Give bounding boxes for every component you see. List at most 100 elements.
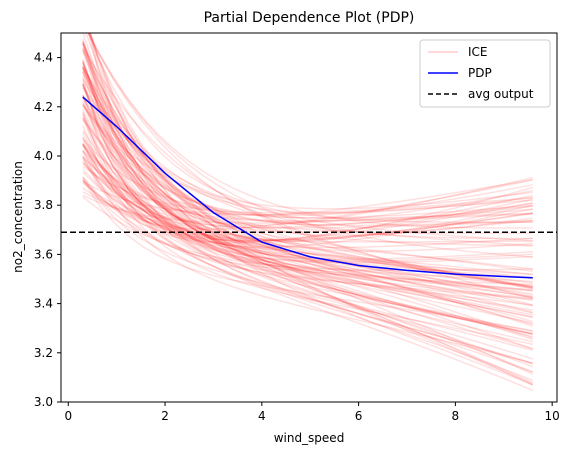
ice-curve — [82, 125, 533, 346]
ice-curve — [82, 132, 534, 392]
ice-curve — [82, 82, 533, 264]
ice-curve — [82, 187, 534, 323]
ice-curve — [82, 119, 533, 298]
y-tick-label: 4.4 — [34, 51, 53, 65]
ice-curve — [87, 33, 533, 229]
ice-curve — [82, 68, 533, 223]
ice-curve — [82, 43, 533, 352]
ice-curve — [82, 108, 533, 314]
ice-curve — [87, 33, 533, 292]
ice-curve — [82, 47, 533, 300]
ice-curve — [82, 49, 533, 343]
ice-curve — [87, 33, 533, 258]
ice-curve — [88, 33, 533, 261]
ice-curve — [82, 143, 533, 222]
ice-curve — [82, 179, 533, 332]
ice-curve — [82, 160, 533, 243]
ice-curve — [82, 176, 534, 360]
ice-curve — [82, 156, 533, 291]
ice-curve — [82, 104, 533, 210]
ice-curve — [82, 194, 533, 224]
y-tick-label: 3.4 — [34, 297, 53, 311]
ice-curve — [82, 158, 533, 229]
ice-curve — [89, 33, 533, 227]
ice-curve — [82, 155, 533, 244]
x-tick-label: 10 — [545, 409, 560, 423]
ice-curve — [82, 171, 533, 276]
ice-curve — [82, 83, 533, 272]
ice-curve — [82, 38, 533, 273]
ice-curve — [89, 33, 534, 386]
ice-curve — [82, 182, 534, 341]
ice-curve — [82, 137, 534, 368]
x-tick-label: 4 — [258, 409, 266, 423]
ice-curve — [82, 60, 533, 219]
ice-curve — [82, 61, 534, 350]
ice-curve — [82, 95, 533, 284]
ice-curve — [82, 177, 533, 292]
ice-curve — [82, 79, 533, 306]
ice-curve — [82, 136, 533, 229]
legend-box — [419, 39, 551, 108]
ice-curve — [82, 149, 533, 235]
ice-curve — [82, 117, 533, 242]
ice-curve — [82, 48, 533, 249]
ice-curve — [82, 140, 534, 373]
ice-curve — [85, 33, 534, 375]
ice-curve — [82, 66, 533, 301]
y-tick-label: 3.6 — [34, 247, 53, 261]
ice-curve — [82, 105, 533, 289]
ice-curve — [82, 162, 534, 384]
ice-curve — [82, 60, 533, 241]
ice-curve — [82, 149, 533, 279]
ice-curve — [82, 67, 533, 288]
ice-curve — [82, 168, 533, 324]
ice-curve — [82, 101, 533, 263]
ice-curve — [82, 143, 533, 335]
ice-curve — [82, 94, 533, 248]
legend-avg-label: avg output — [468, 87, 534, 101]
ice-curve — [82, 72, 533, 307]
ice-curve — [82, 162, 533, 270]
ice-curve — [82, 65, 534, 365]
x-tick-label: 2 — [161, 409, 169, 423]
ice-curve — [82, 86, 533, 318]
ice-curve — [82, 98, 533, 244]
ice-curve — [82, 155, 534, 339]
ice-curves — [82, 33, 534, 392]
ice-curve — [82, 63, 533, 252]
ice-curve — [82, 114, 533, 242]
ice-curve — [82, 180, 533, 216]
y-tick-label: 3.8 — [34, 198, 53, 212]
y-tick-label: 4.2 — [34, 100, 53, 114]
y-axis-label: no2_concentration — [11, 161, 25, 273]
legend-ice-label: ICE — [468, 45, 488, 59]
ice-curve — [82, 58, 533, 227]
ice-curve — [82, 143, 533, 332]
x-tick-label: 8 — [452, 409, 460, 423]
x-axis-label: wind_speed — [274, 431, 345, 445]
ice-curve — [82, 103, 533, 217]
y-tick-label: 3.2 — [34, 346, 53, 360]
ice-curve — [89, 33, 533, 247]
ice-curve — [82, 71, 533, 335]
ice-curve — [82, 68, 533, 214]
y-tick-label: 3.0 — [34, 395, 53, 409]
ice-curve — [82, 129, 533, 311]
legend: ICE PDP avg output — [419, 39, 551, 108]
ice-curve — [82, 196, 533, 335]
ice-curve — [82, 179, 533, 231]
ice-curve — [82, 66, 533, 247]
ice-curve — [82, 87, 533, 242]
ice-curve — [82, 83, 533, 242]
ice-curve — [82, 111, 533, 283]
ice-curve — [82, 51, 533, 226]
pdp-series — [82, 96, 533, 279]
ice-curve — [82, 116, 533, 299]
ice-curve — [82, 43, 533, 237]
x-tick-label: 6 — [355, 409, 363, 423]
ice-curve — [82, 144, 533, 314]
ice-curve — [82, 41, 534, 350]
ice-curve — [82, 180, 534, 364]
ice-curve — [82, 117, 533, 301]
